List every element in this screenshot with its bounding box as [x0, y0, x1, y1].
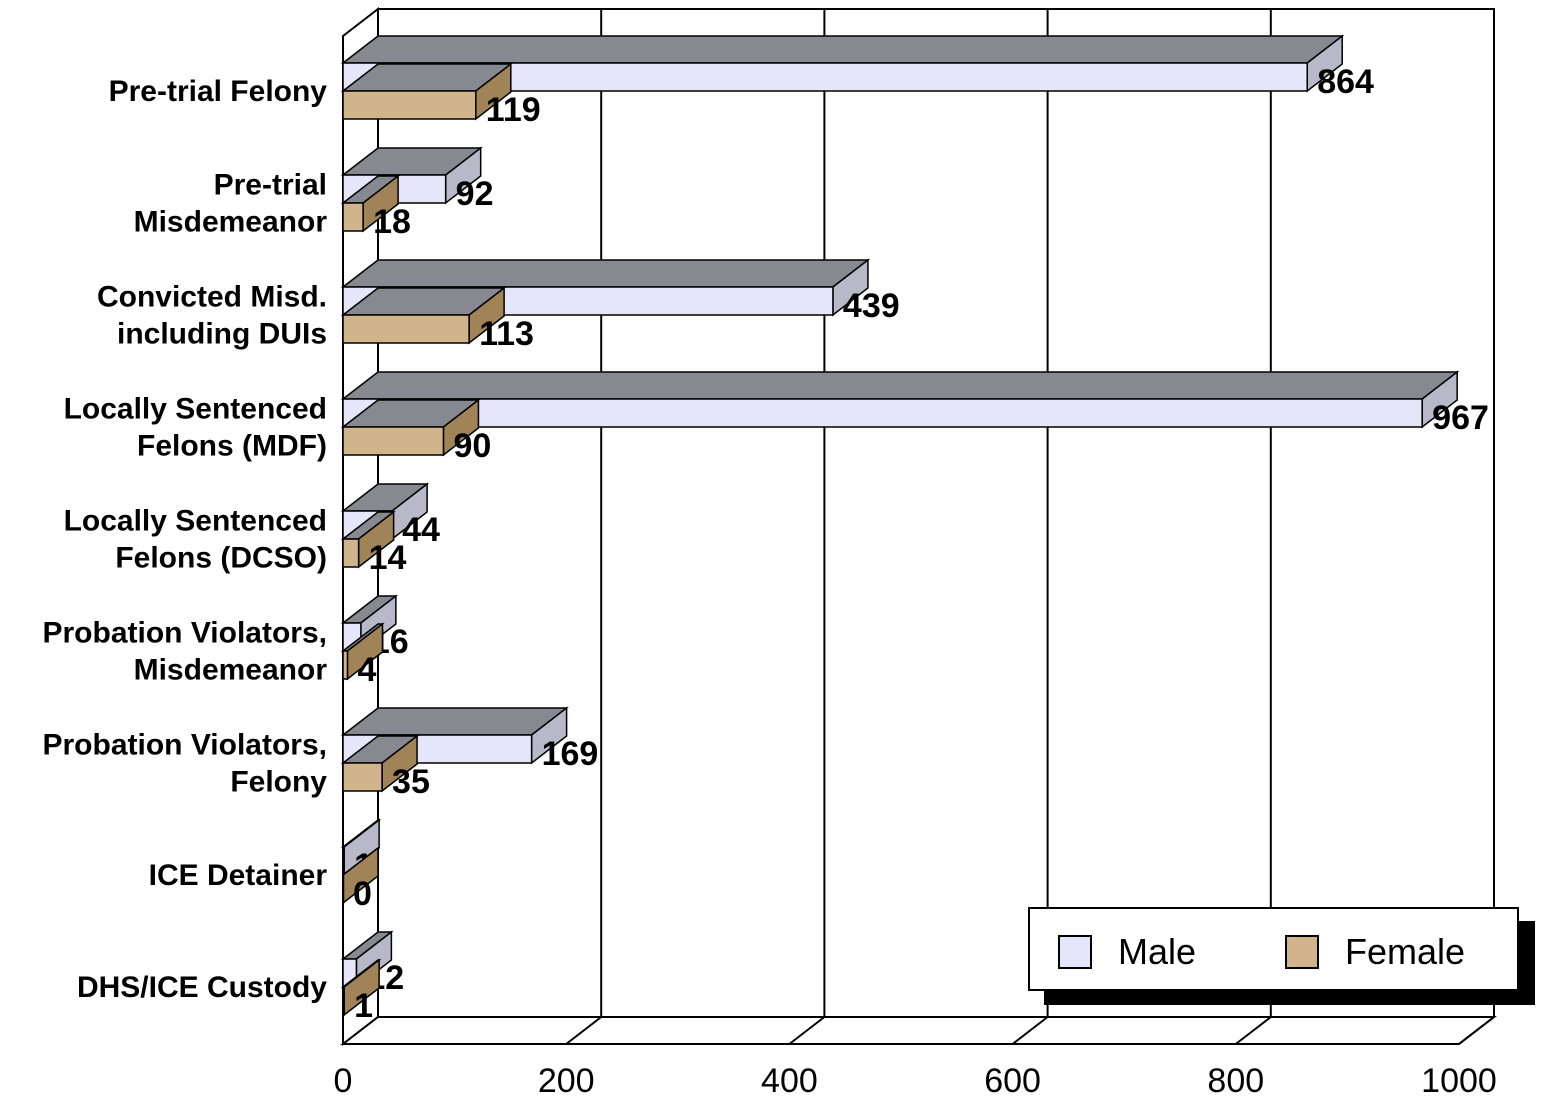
- floor: [340, 1016, 1497, 1045]
- bar-top-face: [340, 35, 1345, 64]
- category-label: Probation Violators, Felony: [43, 729, 328, 799]
- bar-female: [340, 398, 481, 457]
- grid-lines: [565, 9, 1495, 1045]
- category-label: Convicted Misd. including DUIs: [97, 281, 327, 351]
- bar-female: [342, 846, 379, 905]
- category-label: Probation Violators, Misdemeanor: [43, 617, 328, 687]
- bar-female: [340, 734, 420, 793]
- category-label: Locally Sentenced Felons (MDF): [64, 393, 327, 463]
- bar-male: [340, 818, 382, 877]
- data-label: 864: [1317, 63, 1374, 101]
- category-label: Pre-trial Felony: [109, 75, 328, 108]
- data-label: 439: [843, 287, 900, 325]
- data-label: 113: [479, 315, 534, 353]
- bar-front-face: [342, 762, 383, 792]
- bar-female: [340, 510, 396, 569]
- data-label: 1: [354, 987, 373, 1025]
- x-tick-label: 200: [538, 1062, 595, 1099]
- legend-swatch-male: [1058, 935, 1092, 969]
- category-label-line: Pre-trial Felony: [109, 75, 328, 108]
- category-label-line: DHS/ICE Custody: [77, 971, 327, 1004]
- bar-female: [340, 62, 514, 121]
- bar-front-face: [342, 986, 345, 1016]
- bars: 86411992184391139679044141641693510121: [340, 34, 1489, 1025]
- bar-female: [340, 286, 507, 345]
- legend-label-female: Female: [1345, 931, 1466, 972]
- data-label: 119: [486, 91, 541, 129]
- data-label: 90: [453, 427, 491, 465]
- data-label: 4: [357, 651, 376, 689]
- floor-gridline: [1235, 1016, 1272, 1045]
- data-label: 967: [1432, 399, 1489, 437]
- category-label-line: including DUIs: [117, 318, 327, 351]
- legend-item-male: Male: [1058, 931, 1196, 973]
- floor-gridline: [788, 1016, 826, 1045]
- bar-female: [340, 622, 385, 681]
- floor-gridline: [565, 1016, 602, 1045]
- category-label: DHS/ICE Custody: [77, 971, 327, 1004]
- bar-female: [340, 958, 382, 1017]
- data-label: 44: [402, 511, 440, 549]
- chart-walls: [340, 6, 1497, 1047]
- category-label-line: Felony: [230, 766, 327, 799]
- data-label: 0: [353, 875, 372, 913]
- category-label: ICE Detainer: [149, 859, 328, 892]
- data-label: 14: [369, 539, 407, 577]
- category-label-line: Felons (DCSO): [115, 542, 327, 575]
- category-label-line: Locally Sentenced: [64, 393, 327, 426]
- bar-front-face: [342, 314, 470, 344]
- category-label: Locally Sentenced Felons (DCSO): [64, 505, 327, 575]
- bar-front-face: [342, 650, 349, 680]
- data-label: 92: [456, 175, 494, 213]
- x-tick-label: 1000: [1421, 1062, 1497, 1099]
- x-tick-label: 400: [761, 1062, 818, 1099]
- bar-front-face: [342, 90, 477, 120]
- category-label: Pre-trial Misdemeanor: [134, 169, 328, 239]
- bar-front-face: [342, 398, 1423, 428]
- floor-gridline: [1458, 1016, 1495, 1045]
- bar-female: [340, 174, 401, 233]
- floor-gridline: [1011, 1016, 1049, 1045]
- bar-top-face: [340, 371, 1460, 400]
- bar-male: [340, 370, 1460, 429]
- category-labels: Pre-trial Felony Pre-trial Misdemeanor Conv…: [43, 75, 328, 1004]
- back-wall: [377, 8, 1495, 1018]
- bar-front-face: [342, 202, 364, 232]
- category-label-line: Locally Sentenced: [64, 505, 327, 538]
- legend-label-male: Male: [1118, 931, 1197, 972]
- bar-front-face: [342, 874, 345, 904]
- data-label: 169: [542, 735, 599, 773]
- category-label-line: Misdemeanor: [134, 206, 328, 239]
- category-label-line: Pre-trial: [214, 169, 327, 202]
- category-label-line: Probation Violators,: [43, 617, 328, 650]
- category-label-line: ICE Detainer: [149, 859, 328, 892]
- category-label-line: Misdemeanor: [134, 654, 328, 687]
- bar-top-face: [340, 259, 871, 288]
- bar-front-face: [342, 846, 345, 876]
- category-label-line: Convicted Misd.: [97, 281, 327, 314]
- x-axis-ticks: 0 200 400 600 800 1000: [334, 1062, 1497, 1099]
- data-label: 18: [373, 203, 411, 241]
- bar-front-face: [342, 538, 360, 568]
- category-label-line: Probation Violators,: [43, 729, 328, 762]
- x-tick-label: 800: [1207, 1062, 1264, 1099]
- category-label-line: Felons (MDF): [137, 430, 327, 463]
- x-tick-label: 600: [984, 1062, 1041, 1099]
- legend-swatch-female: [1285, 935, 1319, 969]
- x-tick-label: 0: [334, 1062, 353, 1099]
- data-label: 35: [392, 763, 430, 801]
- legend-item-female: Female: [1285, 931, 1465, 973]
- bar-front-face: [342, 426, 445, 456]
- bar-top-face: [340, 707, 569, 736]
- legend: Male Female: [1028, 907, 1519, 991]
